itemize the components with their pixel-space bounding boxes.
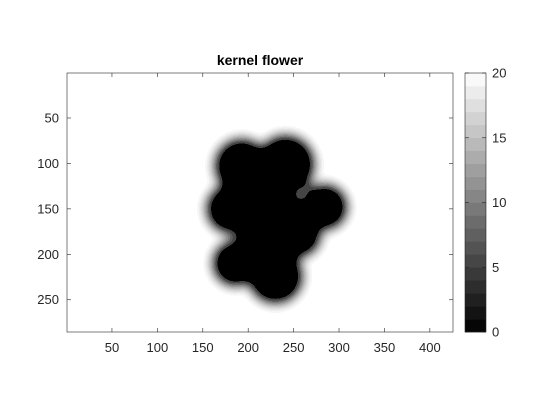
plot-frame: [66, 72, 454, 333]
y-tick-label: 150: [37, 201, 59, 216]
colorbar-segment: [465, 176, 486, 190]
colorbar-segment: [465, 293, 486, 307]
colorbar-segment: [465, 202, 486, 216]
x-tick-label: 200: [237, 340, 259, 355]
x-tick-label: 300: [328, 340, 350, 355]
kernel-lobe: [272, 208, 324, 260]
y-tick-label: 100: [37, 156, 59, 171]
x-tick-label: 400: [419, 340, 441, 355]
colorbar-segment: [465, 306, 486, 320]
x-tick-label: 50: [105, 340, 119, 355]
x-tick-label: 150: [192, 340, 214, 355]
colorbar-tick-label: 10: [492, 195, 506, 210]
kernel-image: [67, 73, 453, 332]
kernel-lobe: [239, 169, 285, 216]
colorbar-tick-label: 20: [492, 66, 506, 81]
colorbar-segment: [465, 254, 486, 268]
colorbar-segment: [465, 189, 486, 203]
colorbar-segment: [465, 111, 486, 126]
colorbar-segment: [465, 150, 486, 164]
y-tick-label: 250: [37, 292, 59, 307]
colorbar-segment: [465, 228, 486, 242]
colorbar-segment: [465, 124, 486, 139]
colorbar-segment: [465, 163, 486, 177]
colorbar-segment: [465, 85, 486, 100]
y-tick-label: 50: [45, 110, 59, 125]
x-tick-label: 100: [147, 340, 169, 355]
plot-area: [66, 72, 454, 333]
colorbar-tick-label: 0: [492, 325, 499, 340]
kernel-lobe: [245, 246, 306, 307]
colorbar-segment: [465, 267, 486, 281]
y-axis: 50 100 150 200 250: [37, 110, 453, 307]
colorbar-segment: [465, 98, 486, 113]
colorbar-segment: [465, 215, 486, 229]
colorbar-tick-label: 15: [492, 130, 506, 145]
colorbar-segment: [465, 319, 486, 333]
colorbar-segment: [465, 137, 486, 151]
colorbar-tick-label: 5: [492, 260, 499, 275]
x-tick-label: 350: [374, 340, 396, 355]
colorbar-segment: [465, 241, 486, 255]
x-tick-label: 250: [283, 340, 305, 355]
y-tick-label: 200: [37, 247, 59, 262]
colorbar-segment: [465, 73, 486, 87]
chart-title: kernel flower: [217, 52, 304, 68]
colorbar: 0 5 10 15 20: [464, 66, 506, 340]
x-axis: 50 100 150 200 250 300 350 400: [105, 73, 441, 355]
colorbar-segment: [465, 280, 486, 294]
